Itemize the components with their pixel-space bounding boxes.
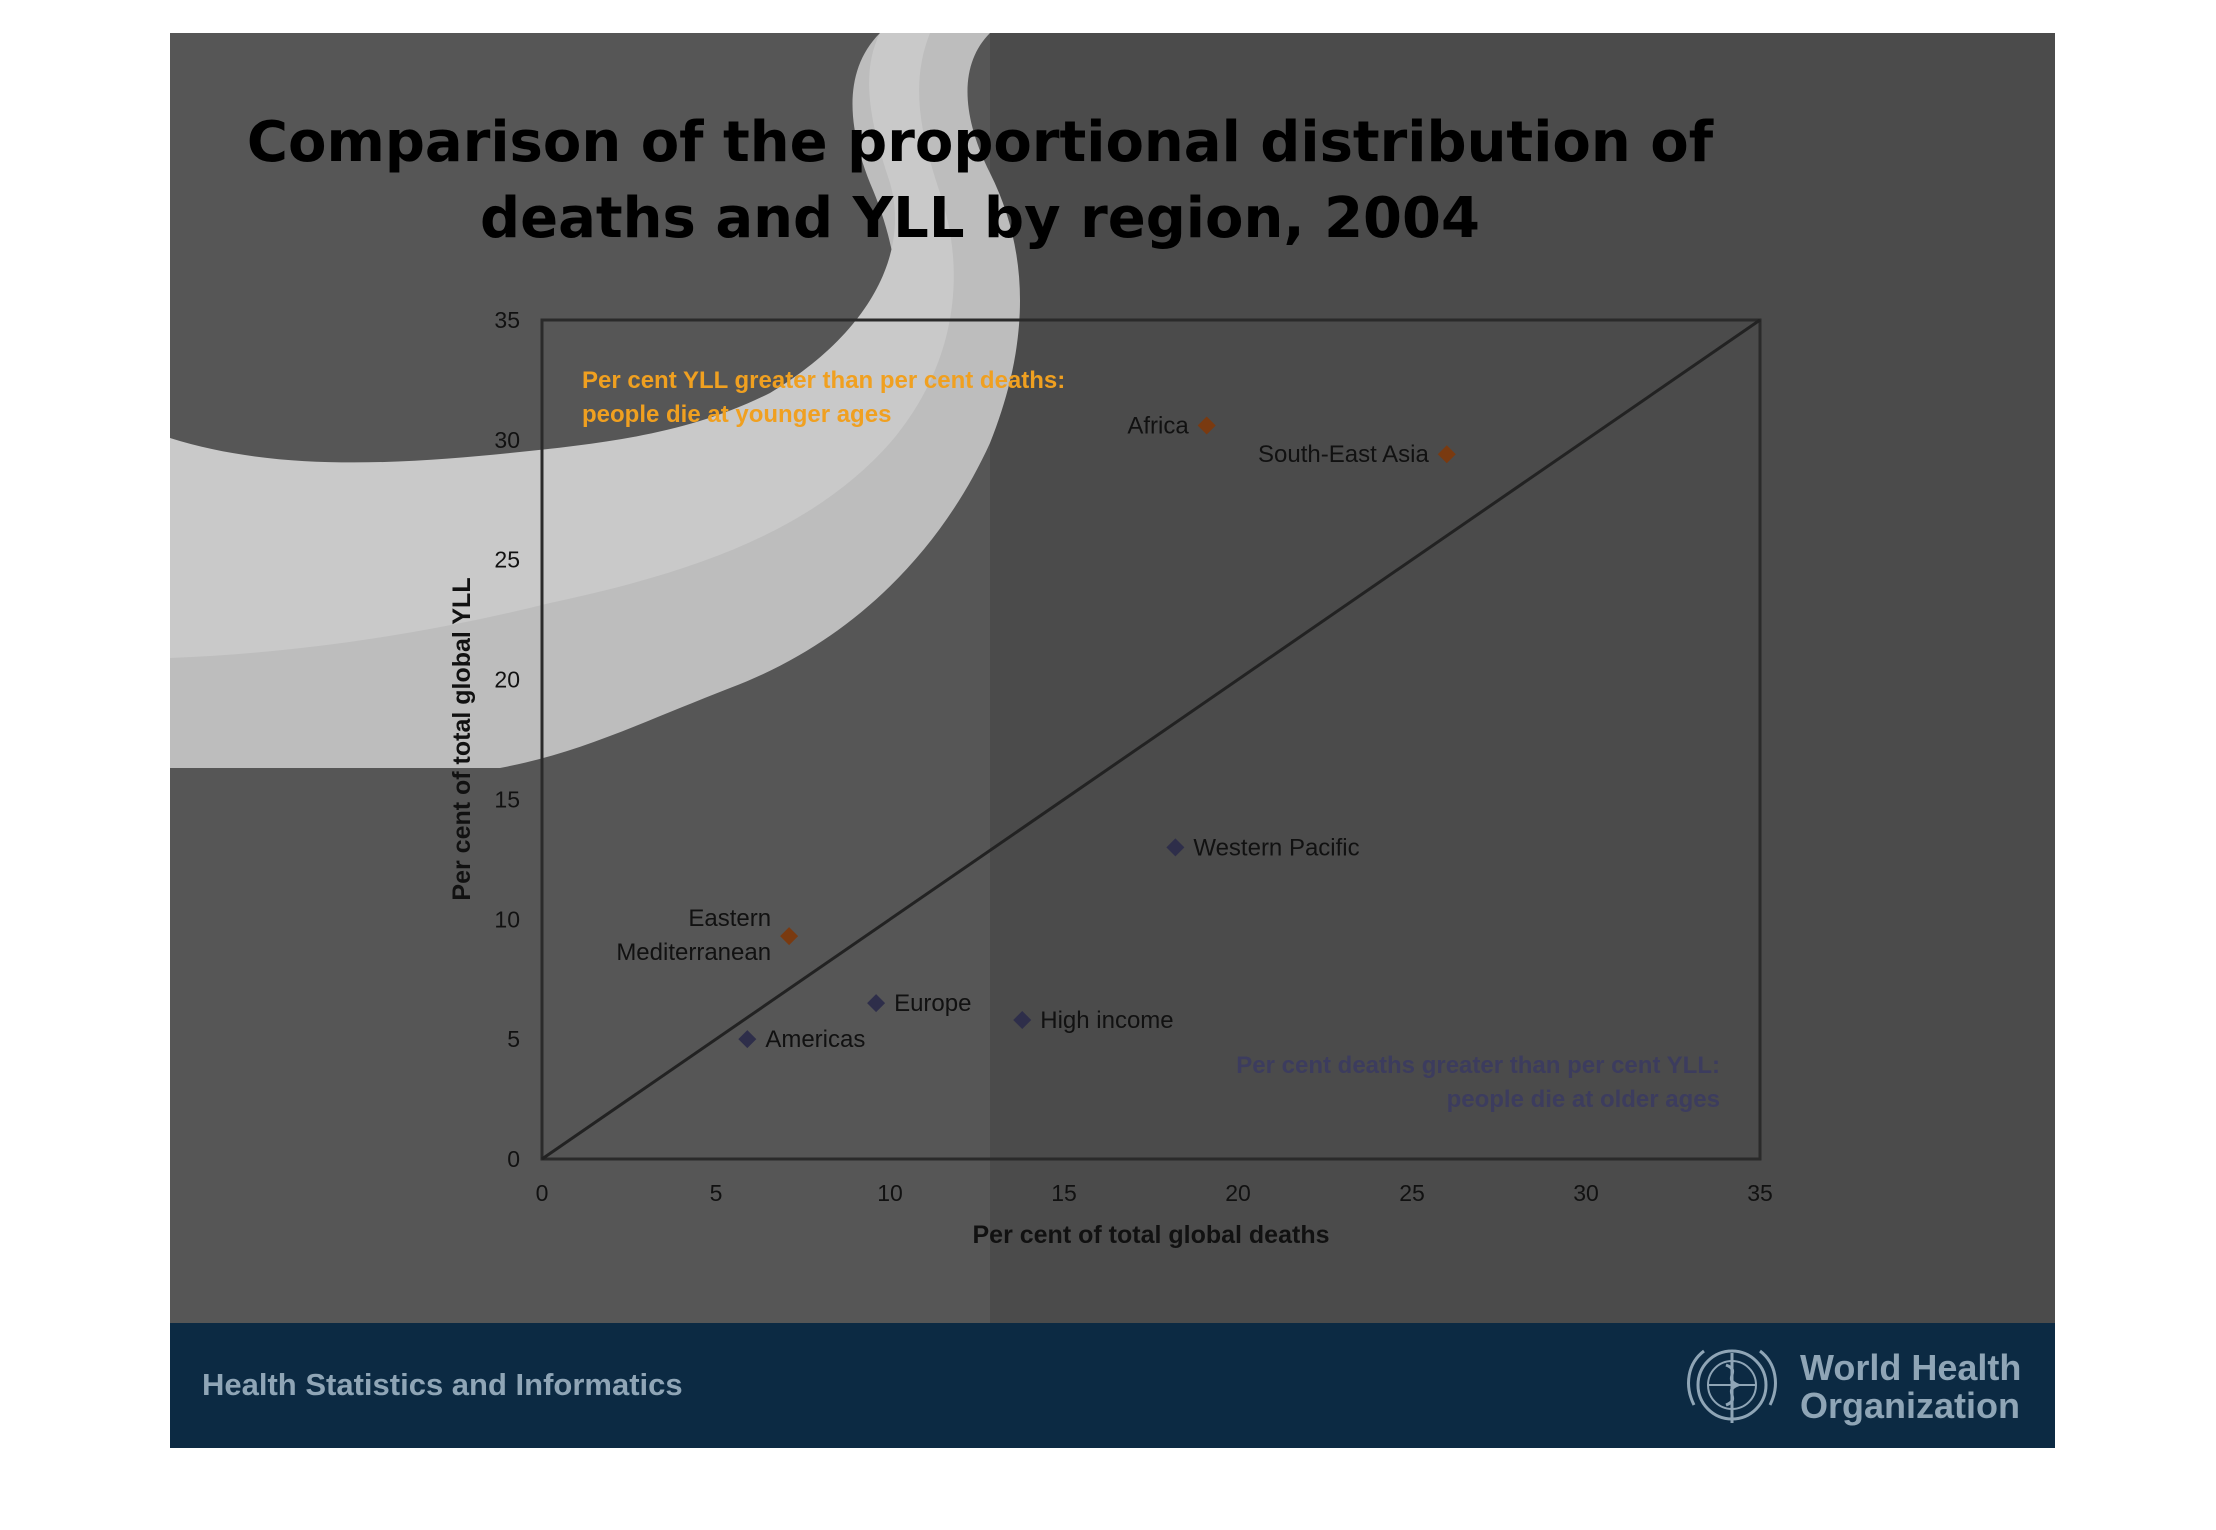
x-tick-label: 5 bbox=[710, 1180, 723, 1206]
background-panel bbox=[990, 33, 2055, 1323]
org-name-line-1: World Health bbox=[1800, 1347, 2022, 1388]
point-label-eastern-mediterranean: Eastern bbox=[688, 905, 771, 932]
lower-annotation-line-1: Per cent deaths greater than per cent YL… bbox=[1236, 1052, 1720, 1079]
x-tick-label: 0 bbox=[536, 1180, 549, 1206]
y-tick-label: 25 bbox=[494, 547, 520, 573]
x-tick-label: 30 bbox=[1573, 1180, 1599, 1206]
title-line-1: Comparison of the proportional distribut… bbox=[246, 110, 1714, 175]
x-axis-ticks: 0 5 10 15 20 25 30 35 bbox=[536, 1180, 1773, 1206]
x-tick-label: 10 bbox=[877, 1180, 903, 1206]
slide-background bbox=[170, 33, 2055, 1323]
footer-bar: Health Statistics and Informatics World … bbox=[170, 1323, 2055, 1448]
point-label-eastern-mediterranean: Mediterranean bbox=[616, 939, 771, 966]
upper-annotation-line-1: Per cent YLL greater than per cent death… bbox=[582, 367, 1065, 394]
point-western-pacific bbox=[1166, 838, 1185, 857]
x-axis-label: Per cent of total global deaths bbox=[973, 1221, 1330, 1249]
slide-title: Comparison of the proportional distribut… bbox=[170, 105, 1790, 257]
equality-reference-line bbox=[541, 318, 1761, 1161]
data-points: Africa South-East Asia Western Pacific East… bbox=[616, 412, 1456, 1053]
x-tick-label: 15 bbox=[1051, 1180, 1077, 1206]
plot-area-frame bbox=[540, 318, 1762, 1161]
x-tick-label: 35 bbox=[1747, 1180, 1773, 1206]
point-high-income bbox=[1013, 1010, 1032, 1029]
y-tick-label: 20 bbox=[494, 667, 520, 693]
organization-name: World Health Organization bbox=[1800, 1349, 2021, 1425]
decorative-swoosh-edge bbox=[170, 33, 954, 658]
point-label-high-income: High income bbox=[1040, 1007, 1173, 1034]
point-label-africa: Africa bbox=[1127, 412, 1189, 439]
y-tick-label: 5 bbox=[507, 1026, 520, 1052]
point-south-east-asia bbox=[1437, 445, 1456, 464]
point-americas bbox=[738, 1030, 757, 1049]
point-europe bbox=[867, 994, 886, 1013]
y-tick-label: 0 bbox=[507, 1146, 520, 1172]
lower-annotation-line-2: people die at older ages bbox=[1447, 1086, 1720, 1113]
point-africa bbox=[1197, 416, 1216, 435]
x-tick-label: 25 bbox=[1399, 1180, 1425, 1206]
point-label-south-east-asia: South-East Asia bbox=[1258, 441, 1429, 468]
y-tick-label: 30 bbox=[494, 427, 520, 453]
point-label-europe: Europe bbox=[894, 990, 971, 1017]
point-label-western-pacific: Western Pacific bbox=[1193, 834, 1359, 861]
title-line-2: deaths and YLL by region, 2004 bbox=[480, 186, 1480, 251]
slide: Comparison of the proportional distribut… bbox=[170, 33, 2055, 1448]
y-axis-ticks: 0 5 10 15 20 25 30 35 bbox=[494, 307, 520, 1172]
y-axis-label: Per cent of total global YLL bbox=[448, 577, 476, 900]
y-tick-label: 10 bbox=[494, 906, 520, 932]
scatter-chart: 0 5 10 15 20 25 30 35 0 5 10 15 20 25 30 35 Per cent o… bbox=[448, 307, 1773, 1249]
upper-annotation-line-2: people die at younger ages bbox=[582, 401, 891, 428]
org-name-line-2: Organization bbox=[1800, 1385, 2021, 1426]
who-emblem-icon bbox=[1687, 1349, 1777, 1423]
point-label-americas: Americas bbox=[765, 1026, 865, 1053]
decorative-swoosh bbox=[170, 33, 1020, 768]
y-tick-label: 15 bbox=[494, 786, 520, 812]
y-tick-label: 35 bbox=[494, 307, 520, 333]
x-tick-label: 20 bbox=[1225, 1180, 1251, 1206]
footer-text: Health Statistics and Informatics bbox=[202, 1367, 683, 1402]
point-eastern-mediterranean bbox=[780, 927, 799, 946]
